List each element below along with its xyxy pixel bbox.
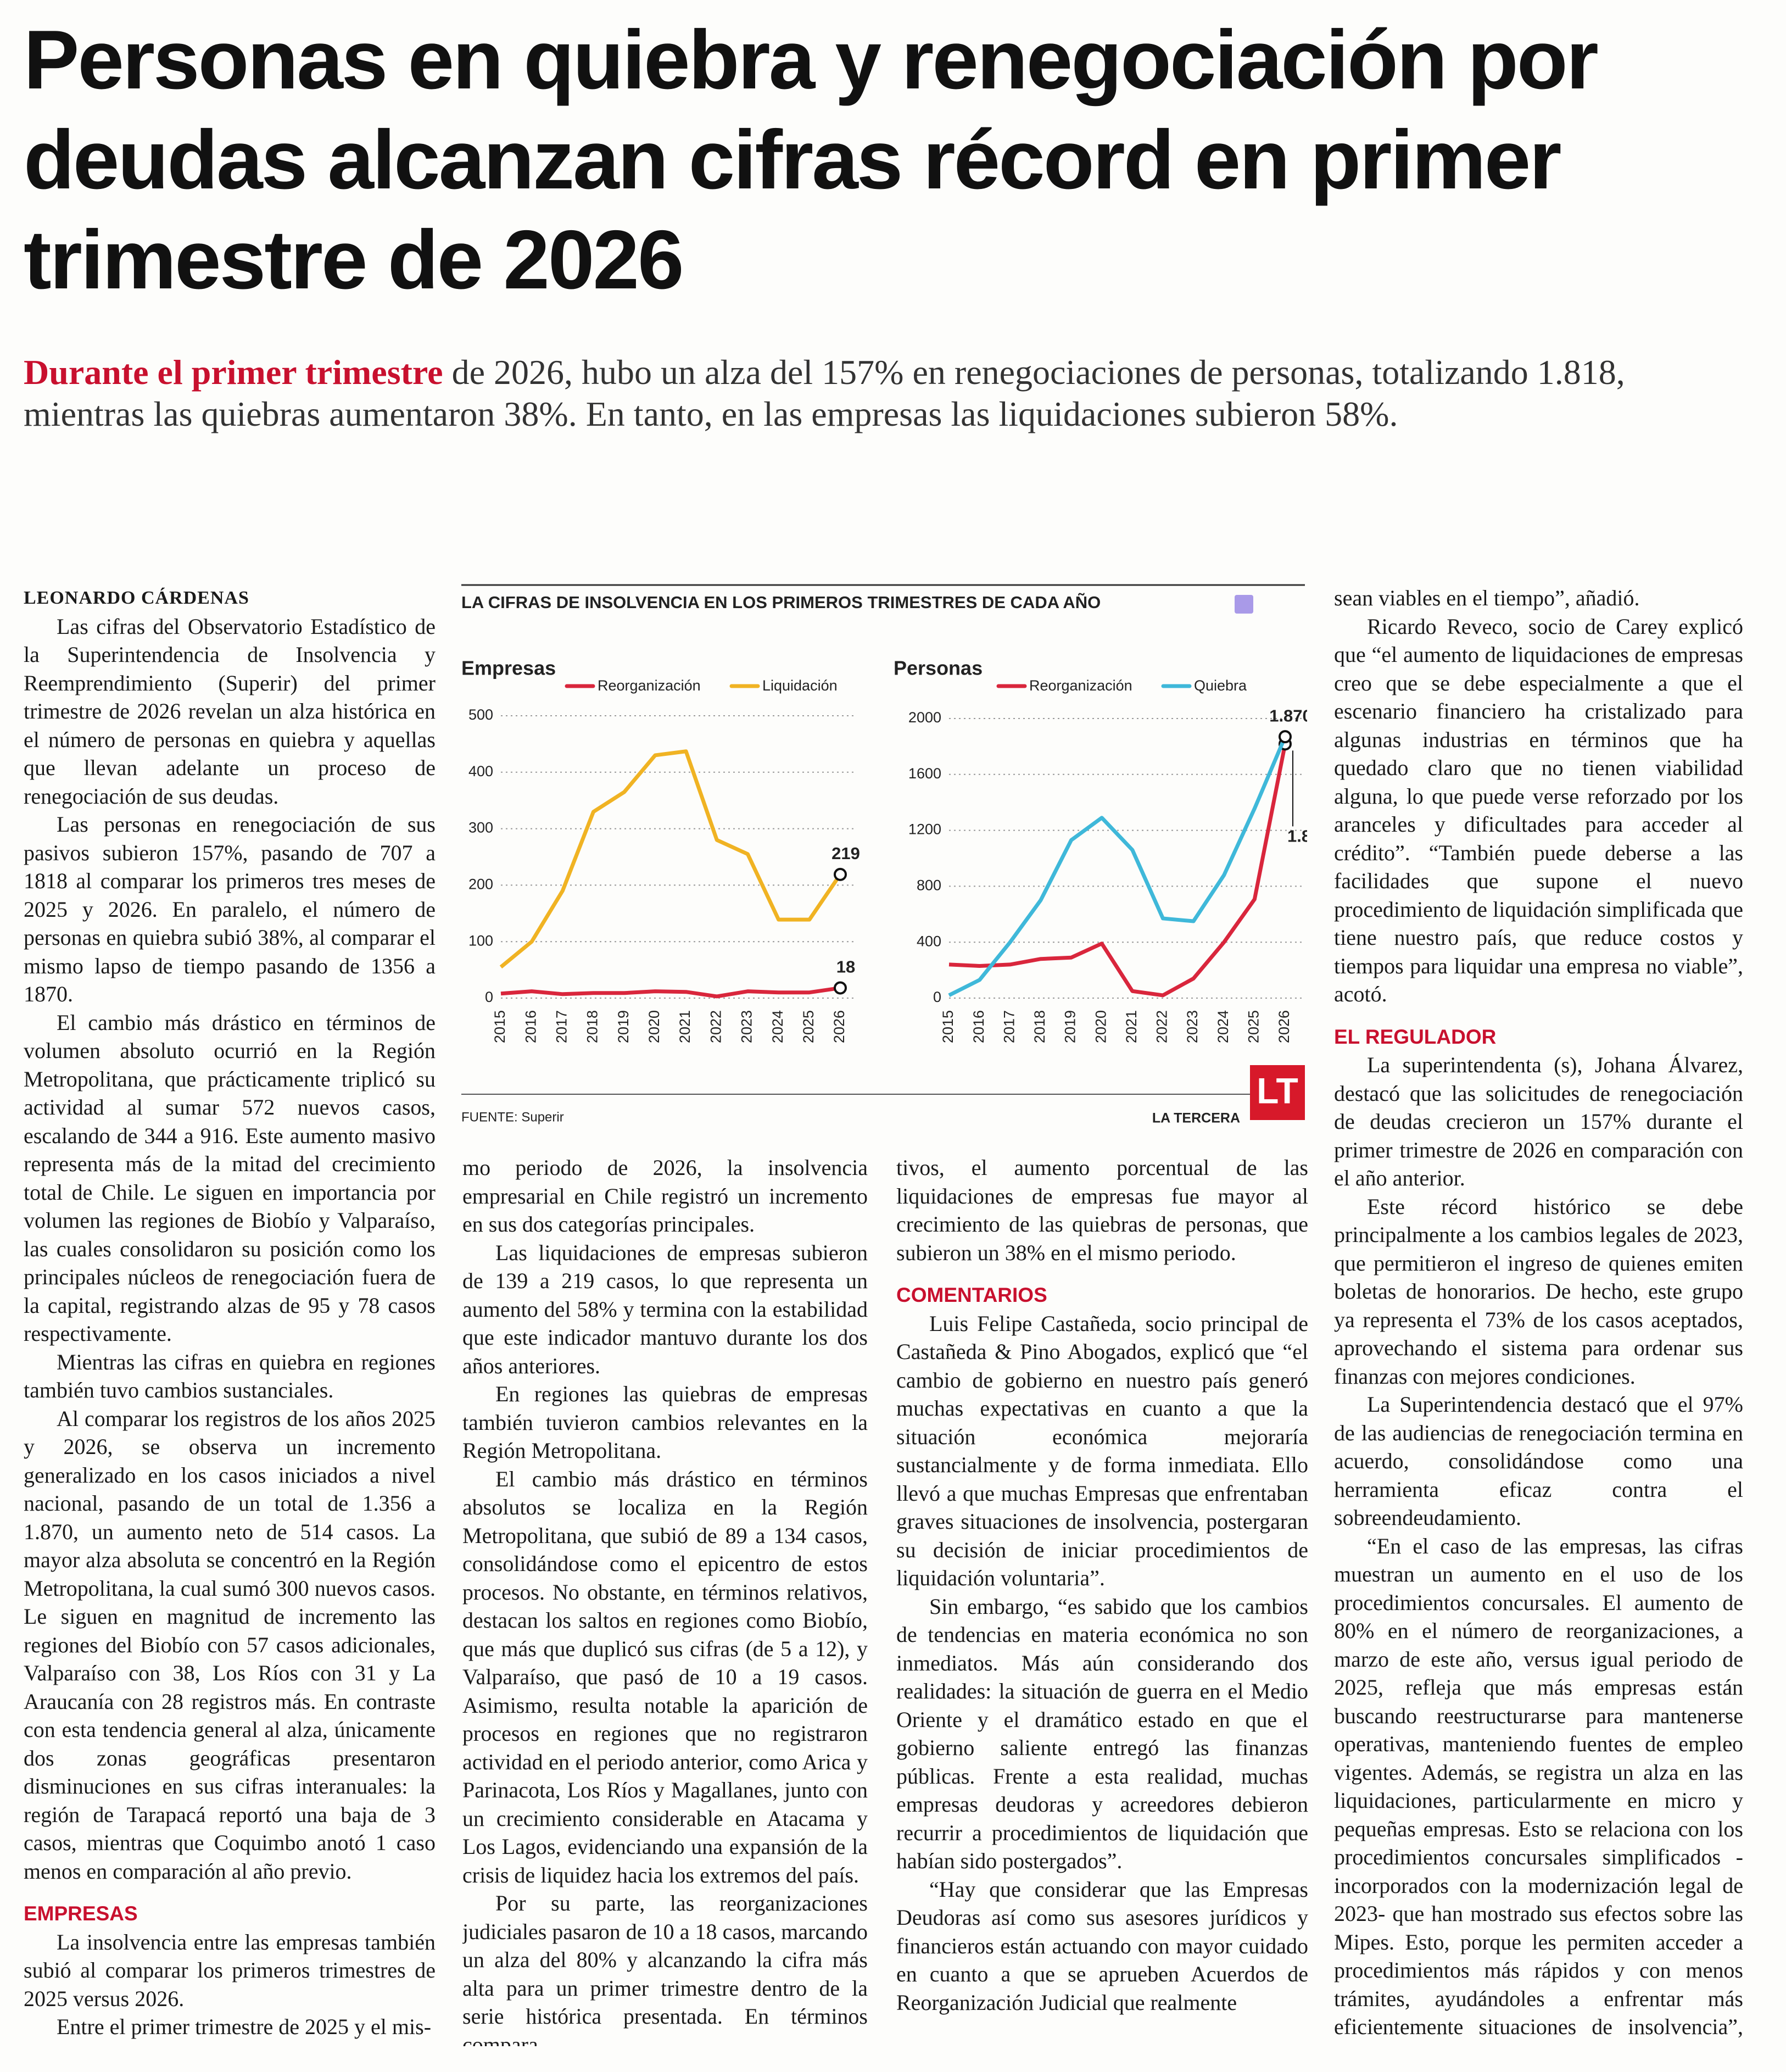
paragraph: La Superintendencia destacó que el 97% d… — [1334, 1392, 1743, 1530]
paragraph: Las cifras del Observatorio Estadístico … — [24, 614, 436, 809]
paragraph: tivos, el aumento porcentual de las liqu… — [896, 1155, 1308, 1265]
paragraph: Por su parte, las reorganizaciones judic… — [462, 1891, 868, 2046]
paragraph: Las personas en renegociación de sus pas… — [24, 812, 436, 1006]
x-tick-label: 2015 — [492, 1010, 508, 1043]
y-tick-label: 2000 — [908, 709, 941, 726]
x-tick-label: 2021 — [1123, 1010, 1140, 1043]
source: FUENTE: Superir — [461, 1110, 564, 1124]
icon — [1235, 595, 1253, 614]
paragraph: Entre el primer trimestre de 2025 y el m… — [57, 2014, 432, 2039]
paragraph: Al comparar los registros de los años 20… — [24, 1406, 436, 1884]
y-tick-label: 0 — [933, 989, 941, 1005]
data-point — [834, 867, 847, 881]
x-tick-label: 2023 — [739, 1010, 755, 1043]
paragraph: El cambio más drástico en términos de vo… — [24, 1010, 436, 1346]
chart-block-title: LA CIFRAS DE INSOLVENCIA EN LOS PRIMEROS… — [461, 593, 1101, 612]
lead: Durante el primer trimestre de 2026, hub… — [24, 352, 1754, 435]
column: sean viables en el tiempo”, añadió. Ricar… — [1334, 584, 1743, 2045]
data-label: 219 — [831, 844, 860, 863]
x-tick-label: 2021 — [677, 1010, 693, 1043]
x-tick-label: 2026 — [1276, 1010, 1292, 1043]
x-tick-label: 2024 — [1215, 1010, 1231, 1043]
chart-title: Empresas — [461, 657, 556, 679]
x-tick-label: 2019 — [1062, 1010, 1079, 1043]
x-tick-label: 2025 — [1245, 1010, 1262, 1043]
y-tick-label: 800 — [917, 877, 941, 894]
y-tick-label: 500 — [468, 706, 493, 723]
y-tick-label: 1600 — [908, 765, 941, 782]
y-tick-label: 100 — [468, 932, 493, 949]
column: LEONARDO CÁRDENAS Las cifras del Observat… — [24, 584, 436, 2045]
logo: LT — [1257, 1070, 1298, 1111]
data-label: 18 — [836, 957, 855, 977]
x-tick-label: 2024 — [769, 1010, 786, 1043]
paragraph: mo periodo de 2026, la insolvencia empre… — [462, 1155, 868, 1236]
paragraph: Luis Felipe Castañeda, socio principal d… — [896, 1311, 1308, 1591]
legend-label: Reorganización — [1029, 677, 1132, 694]
section-heading: EL REGULADOR — [1334, 1025, 1497, 1048]
paragraph: En regiones las quiebras de empresas tam… — [462, 1382, 868, 1463]
chart-block: LA CIFRAS DE INSOLVENCIA EN LOS PRIMEROS… — [461, 584, 1307, 1126]
x-tick-label: 2026 — [831, 1010, 847, 1043]
paragraph: Ricardo Reveco, socio de Carey explicó q… — [1334, 614, 1743, 1007]
x-tick-label: 2023 — [1184, 1010, 1201, 1043]
data-label: 1.870 — [1269, 706, 1307, 725]
data-line — [948, 743, 1287, 998]
section-heading: COMENTARIOS — [896, 1284, 1047, 1306]
section-heading: EMPRESAS — [24, 1902, 138, 1925]
data-line — [499, 749, 842, 969]
x-tick-label: 2020 — [646, 1010, 662, 1043]
y-tick-label: 0 — [485, 989, 493, 1005]
x-tick-label: 2015 — [940, 1010, 956, 1043]
x-tick-label: 2025 — [800, 1010, 817, 1043]
x-tick-label: 2022 — [1154, 1010, 1170, 1043]
paragraph: La superintendenta (s), Johana Álvarez, … — [1334, 1052, 1743, 1190]
x-tick-label: 2020 — [1092, 1010, 1109, 1043]
headline: Personas en quiebra y renegociación por … — [24, 13, 1599, 307]
column: tivos, el aumento porcentual de las liqu… — [896, 1154, 1308, 2046]
byline: LEONARDO CÁRDENAS — [24, 588, 249, 608]
x-tick-label: 2016 — [970, 1010, 987, 1043]
paragraph: Las liquidaciones de empresas subieron d… — [462, 1240, 868, 1378]
legend-label: Liquidación — [762, 677, 838, 694]
x-tick-label: 2016 — [522, 1010, 539, 1043]
paragraph: Sin embargo, “es sabido que los cambios … — [896, 1594, 1308, 1874]
logo-box — [1250, 1065, 1305, 1120]
data-point — [1279, 730, 1292, 744]
paragraph: sean viables en el tiempo”, añadió. — [1334, 586, 1640, 610]
legend-label: Reorganización — [598, 677, 701, 694]
x-tick-label: 2022 — [707, 1010, 724, 1043]
y-tick-label: 1200 — [908, 821, 941, 838]
paragraph: “En el caso de las empresas, las cifras … — [1334, 1533, 1743, 2046]
brand: LA TERCERA — [1152, 1111, 1240, 1126]
paragraph: El cambio más drástico en términos absol… — [462, 1466, 868, 1887]
x-tick-label: 2017 — [553, 1010, 570, 1043]
paragraph: Este récord histórico se debe principalm… — [1334, 1194, 1743, 1389]
data-point — [834, 981, 847, 995]
legend-label: Quiebra — [1194, 677, 1247, 694]
x-tick-label: 2017 — [1001, 1010, 1017, 1043]
y-tick-label: 400 — [468, 763, 493, 779]
x-tick-label: 2018 — [1031, 1010, 1048, 1043]
data-label: 1.818 — [1287, 827, 1307, 846]
x-tick-label: 2018 — [584, 1010, 601, 1043]
paragraph: La insolvencia entre las empresas tambié… — [24, 1929, 436, 2011]
chart-title: Personas — [894, 657, 983, 679]
data-line — [500, 986, 841, 999]
y-tick-label: 300 — [468, 820, 493, 836]
data-line — [948, 736, 1287, 998]
paragraph: Mientras las cifras en quiebra en region… — [24, 1349, 436, 1403]
lead-highlight: Durante el primer trimestre — [24, 353, 443, 392]
paragraph: “Hay que considerar que las Empresas Deu… — [896, 1876, 1308, 2015]
y-tick-label: 200 — [468, 876, 493, 893]
lead-text: de 2026, hubo un alza del 157% en renego… — [24, 353, 1625, 433]
x-tick-label: 2019 — [615, 1010, 632, 1043]
y-tick-label: 400 — [917, 933, 941, 949]
column: mo periodo de 2026, la insolvencia empre… — [462, 1154, 868, 2046]
